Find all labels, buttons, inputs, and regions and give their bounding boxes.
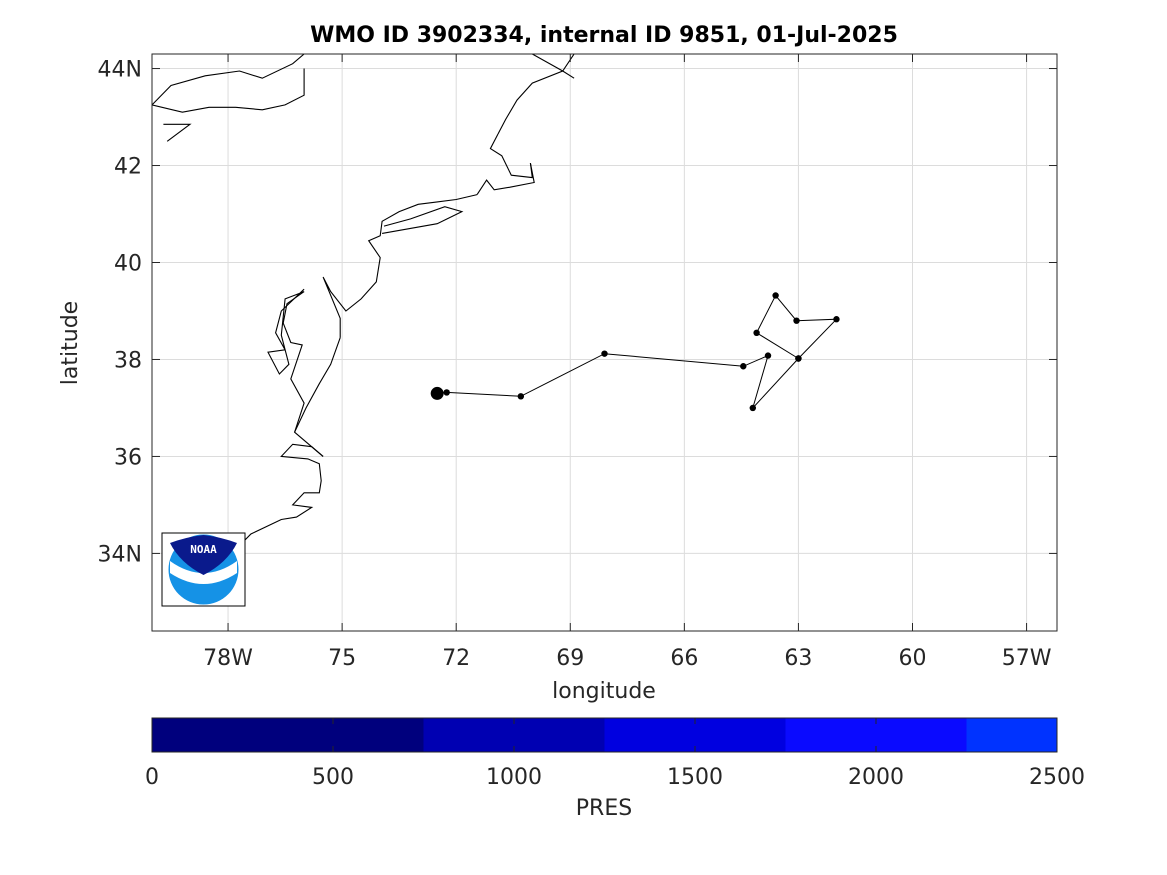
lon-tick-label: 63	[784, 646, 812, 671]
map-title: WMO ID 3902334, internal ID 9851, 01-Jul…	[310, 23, 898, 48]
lon-tick-label: 57W	[1002, 646, 1052, 671]
map-grid	[152, 54, 1057, 631]
profile-point[interactable]	[793, 317, 800, 324]
lon-tick-label: 60	[899, 646, 927, 671]
map-axes-frame	[151, 53, 1058, 632]
colorbar-segment	[966, 718, 1057, 752]
profile-point[interactable]	[740, 363, 747, 370]
noaa-logo-gull	[170, 561, 237, 584]
profile-point[interactable]	[833, 316, 840, 323]
coastline-segment	[231, 443, 324, 554]
lon-tick-label: 75	[328, 646, 356, 671]
start-point-marker[interactable]	[430, 386, 444, 400]
profile-point[interactable]	[443, 389, 450, 396]
lon-tick-label: 78W	[203, 646, 253, 671]
noaa-logo: NOAA	[161, 532, 246, 607]
colorbar-tick-label: 2000	[848, 765, 904, 790]
profile-point[interactable]	[749, 404, 756, 412]
profile-point[interactable]	[601, 350, 608, 357]
colorbar-tick-label: 2500	[1029, 765, 1085, 790]
lat-tick-label: 44N	[98, 58, 142, 83]
coastline-segment	[382, 206, 464, 234]
x-axis-label: longitude	[552, 679, 656, 704]
lat-tick-label: 36	[114, 445, 142, 470]
profile-point[interactable]	[764, 352, 772, 359]
coastline-segment	[322, 194, 478, 338]
map-axes-background[interactable]	[152, 54, 1057, 631]
coastline	[152, 54, 575, 554]
colorbar-tick-label: 0	[145, 765, 159, 790]
colorbar-label: PRES	[576, 796, 632, 821]
profile-point[interactable]	[772, 292, 779, 299]
colorbar-frame	[151, 717, 1058, 753]
coastline-segment	[267, 288, 305, 375]
profile-point[interactable]	[795, 355, 802, 362]
noaa-logo-top	[170, 535, 237, 575]
colorbar	[152, 718, 1057, 752]
coastline-segment	[282, 291, 305, 433]
profile-point[interactable]	[517, 393, 525, 400]
lat-tick-label: 40	[114, 251, 142, 276]
lon-tick-label: 66	[670, 646, 698, 671]
float-track	[430, 292, 840, 412]
profile-point[interactable]	[753, 329, 760, 337]
colorbar-tick-label: 1000	[486, 765, 542, 790]
lat-tick-label: 38	[114, 348, 142, 373]
noaa-logo-text: NOAA	[190, 543, 217, 556]
coastline-segment	[476, 162, 535, 195]
y-axis-label: latitude	[58, 301, 83, 385]
map-ticks: 78W 75 72 69 66 63 60 57W 34N 36 38 40 42 44N	[98, 54, 1057, 671]
lat-tick-label: 42	[114, 155, 142, 180]
coastline-segment	[152, 54, 305, 106]
lon-tick-label: 69	[556, 646, 584, 671]
colorbar-tick-label: 1500	[667, 765, 723, 790]
lon-tick-label: 72	[442, 646, 470, 671]
coastline-segment	[163, 123, 192, 142]
colorbar-segment	[152, 718, 424, 752]
coastline-segment	[497, 54, 575, 135]
coastline-segment	[293, 337, 341, 457]
colorbar-tick-label: 500	[312, 765, 354, 790]
coastline-segment	[489, 133, 533, 179]
coastline-segment	[152, 68, 305, 113]
colorbar-ticks: 0 500 1000 1500 2000 2500	[145, 718, 1085, 790]
lat-tick-label: 34N	[98, 542, 142, 567]
